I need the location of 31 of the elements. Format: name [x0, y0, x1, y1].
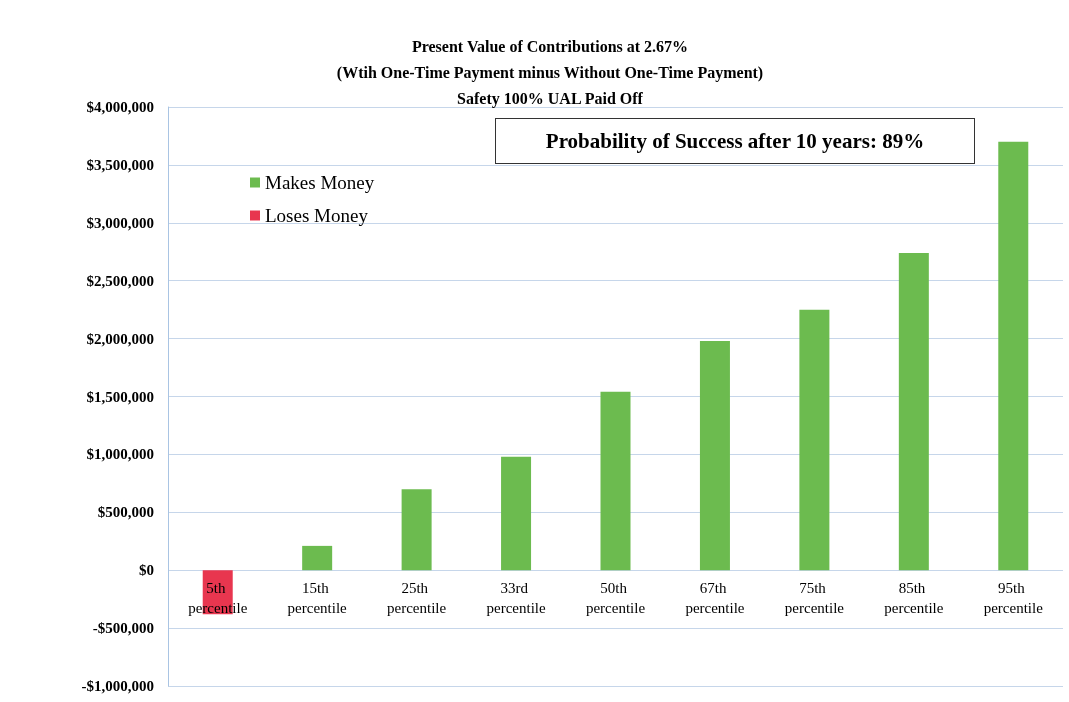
x-tick-label: 75th percentile	[784, 580, 845, 617]
annotation: Probability of Success after 10 years: 89%	[495, 118, 975, 164]
bar	[799, 309, 830, 571]
y-tick-label: $2,500,000	[86, 272, 154, 289]
bar	[501, 456, 532, 571]
y-tick-label: $3,500,000	[86, 156, 154, 173]
y-tick-label: $2,000,000	[86, 330, 154, 347]
y-tick-label: $1,500,000	[86, 388, 154, 405]
legend-label: Loses Money	[265, 205, 369, 226]
bar	[998, 141, 1029, 571]
x-tick-label: 50th percentile	[585, 580, 646, 617]
legend-label: Makes Money	[265, 172, 375, 193]
bar	[302, 545, 333, 571]
y-tick-label: $4,000,000	[86, 99, 154, 115]
x-tick-label: 85th percentile	[884, 580, 944, 617]
x-tick-label: 95th percentile	[983, 580, 1044, 617]
bar	[898, 252, 929, 571]
y-tick-label: $500,000	[97, 504, 154, 521]
y-tick-label: $3,000,000	[86, 214, 154, 231]
bar	[401, 489, 432, 571]
y-tick-label: $0	[139, 562, 154, 579]
bar	[600, 391, 631, 571]
y-tick-label: $1,000,000	[86, 446, 154, 463]
chart-title: Present Value of Contributions at 2.67% (Wtih One-Time Payment minus Without One-Time Payment) Safety 100% UAL Paid Off	[336, 37, 764, 108]
x-tick-label: 67th percentile	[685, 580, 745, 617]
y-tick-label: -$1,000,000	[81, 678, 154, 694]
x-tick-label: 33rd percentile	[486, 580, 546, 617]
x-tick-label: 25th percentile	[387, 580, 447, 617]
x-tick-label: 15th percentile	[287, 580, 348, 617]
y-tick-label: -$500,000	[92, 620, 154, 637]
bar	[699, 340, 730, 571]
